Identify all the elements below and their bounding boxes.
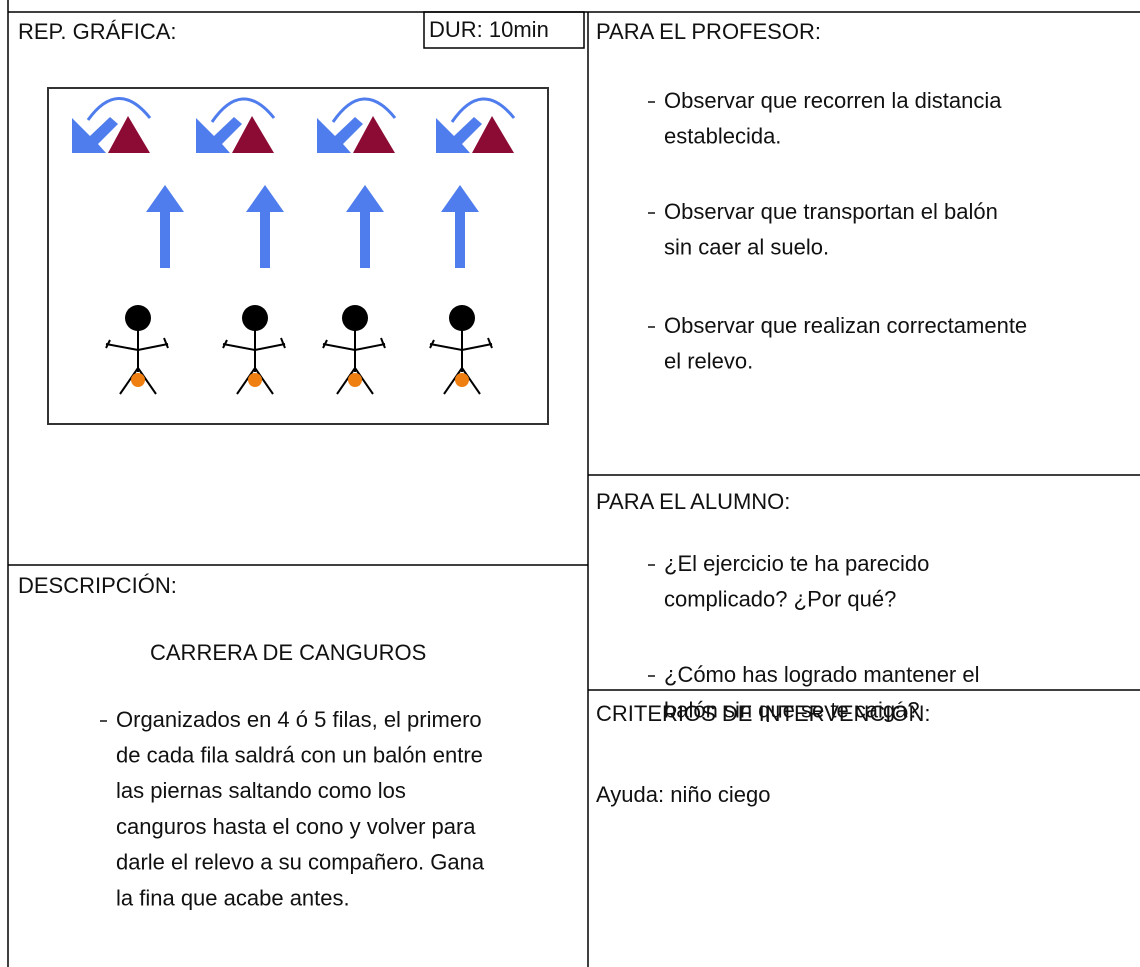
duration: DUR: 10min xyxy=(429,17,549,42)
forward-arrow xyxy=(346,185,384,268)
jump-arc xyxy=(210,97,276,123)
list-line: Observar que recorren la distancia xyxy=(664,88,1002,113)
cone xyxy=(232,116,274,153)
list-line: ¿El ejercicio te ha parecido xyxy=(664,551,929,576)
stick-body xyxy=(222,330,286,395)
stick-body xyxy=(105,330,169,395)
diagram xyxy=(72,97,516,395)
list-line: Observar que transportan el balón xyxy=(664,199,998,224)
list-line: la fina que acabe antes. xyxy=(116,885,350,910)
list-line: canguros hasta el cono y volver para xyxy=(116,814,476,839)
list-line: darle el relevo a su compañero. Gana xyxy=(116,850,485,875)
list-line: Organizados en 4 ó 5 filas, el primero xyxy=(116,707,482,732)
exercise-title: CARRERA DE CANGUROS xyxy=(150,640,426,665)
list-line: Observar que realizan correctamente xyxy=(664,313,1027,338)
list-line: de cada fila saldrá con un balón entre xyxy=(116,743,483,768)
list-line: sin caer al suelo. xyxy=(664,235,829,260)
list-line: balón sin que se te caiga? xyxy=(664,698,920,723)
stick-body xyxy=(429,330,493,395)
section-label: DESCRIPCIÓN: xyxy=(18,573,177,598)
head xyxy=(449,305,475,331)
ball xyxy=(348,373,362,387)
list-line: el relevo. xyxy=(664,349,753,374)
cone xyxy=(353,116,395,153)
head xyxy=(242,305,268,331)
jump-arc xyxy=(331,97,397,123)
list-line: las piernas saltando como los xyxy=(116,778,406,803)
section-label: CRITERIOS DE INTERVENCIÓN: xyxy=(596,701,931,726)
help-text: Ayuda: niño ciego xyxy=(596,782,771,807)
return-arrow xyxy=(196,117,242,153)
head xyxy=(125,305,151,331)
forward-arrow xyxy=(246,185,284,268)
forward-arrow xyxy=(146,185,184,268)
list-line: ¿Cómo has logrado mantener el xyxy=(664,662,980,687)
cone xyxy=(472,116,514,153)
ball xyxy=(131,373,145,387)
section-label: PARA EL ALUMNO: xyxy=(596,489,790,514)
return-arrow xyxy=(436,117,482,153)
return-arrow xyxy=(317,117,363,153)
list-line: establecida. xyxy=(664,124,781,149)
ball xyxy=(248,373,262,387)
jump-arc xyxy=(450,97,516,123)
stick-body xyxy=(322,330,386,395)
jump-arc xyxy=(86,97,152,121)
ball xyxy=(455,373,469,387)
return-arrow xyxy=(72,117,118,153)
cone xyxy=(108,116,150,153)
duration-box xyxy=(423,11,585,49)
forward-arrow xyxy=(441,185,479,268)
section-label: PARA EL PROFESOR: xyxy=(596,19,821,44)
section-label: REP. GRÁFICA: xyxy=(18,19,177,44)
list-line: complicado? ¿Por qué? xyxy=(664,587,896,612)
head xyxy=(342,305,368,331)
